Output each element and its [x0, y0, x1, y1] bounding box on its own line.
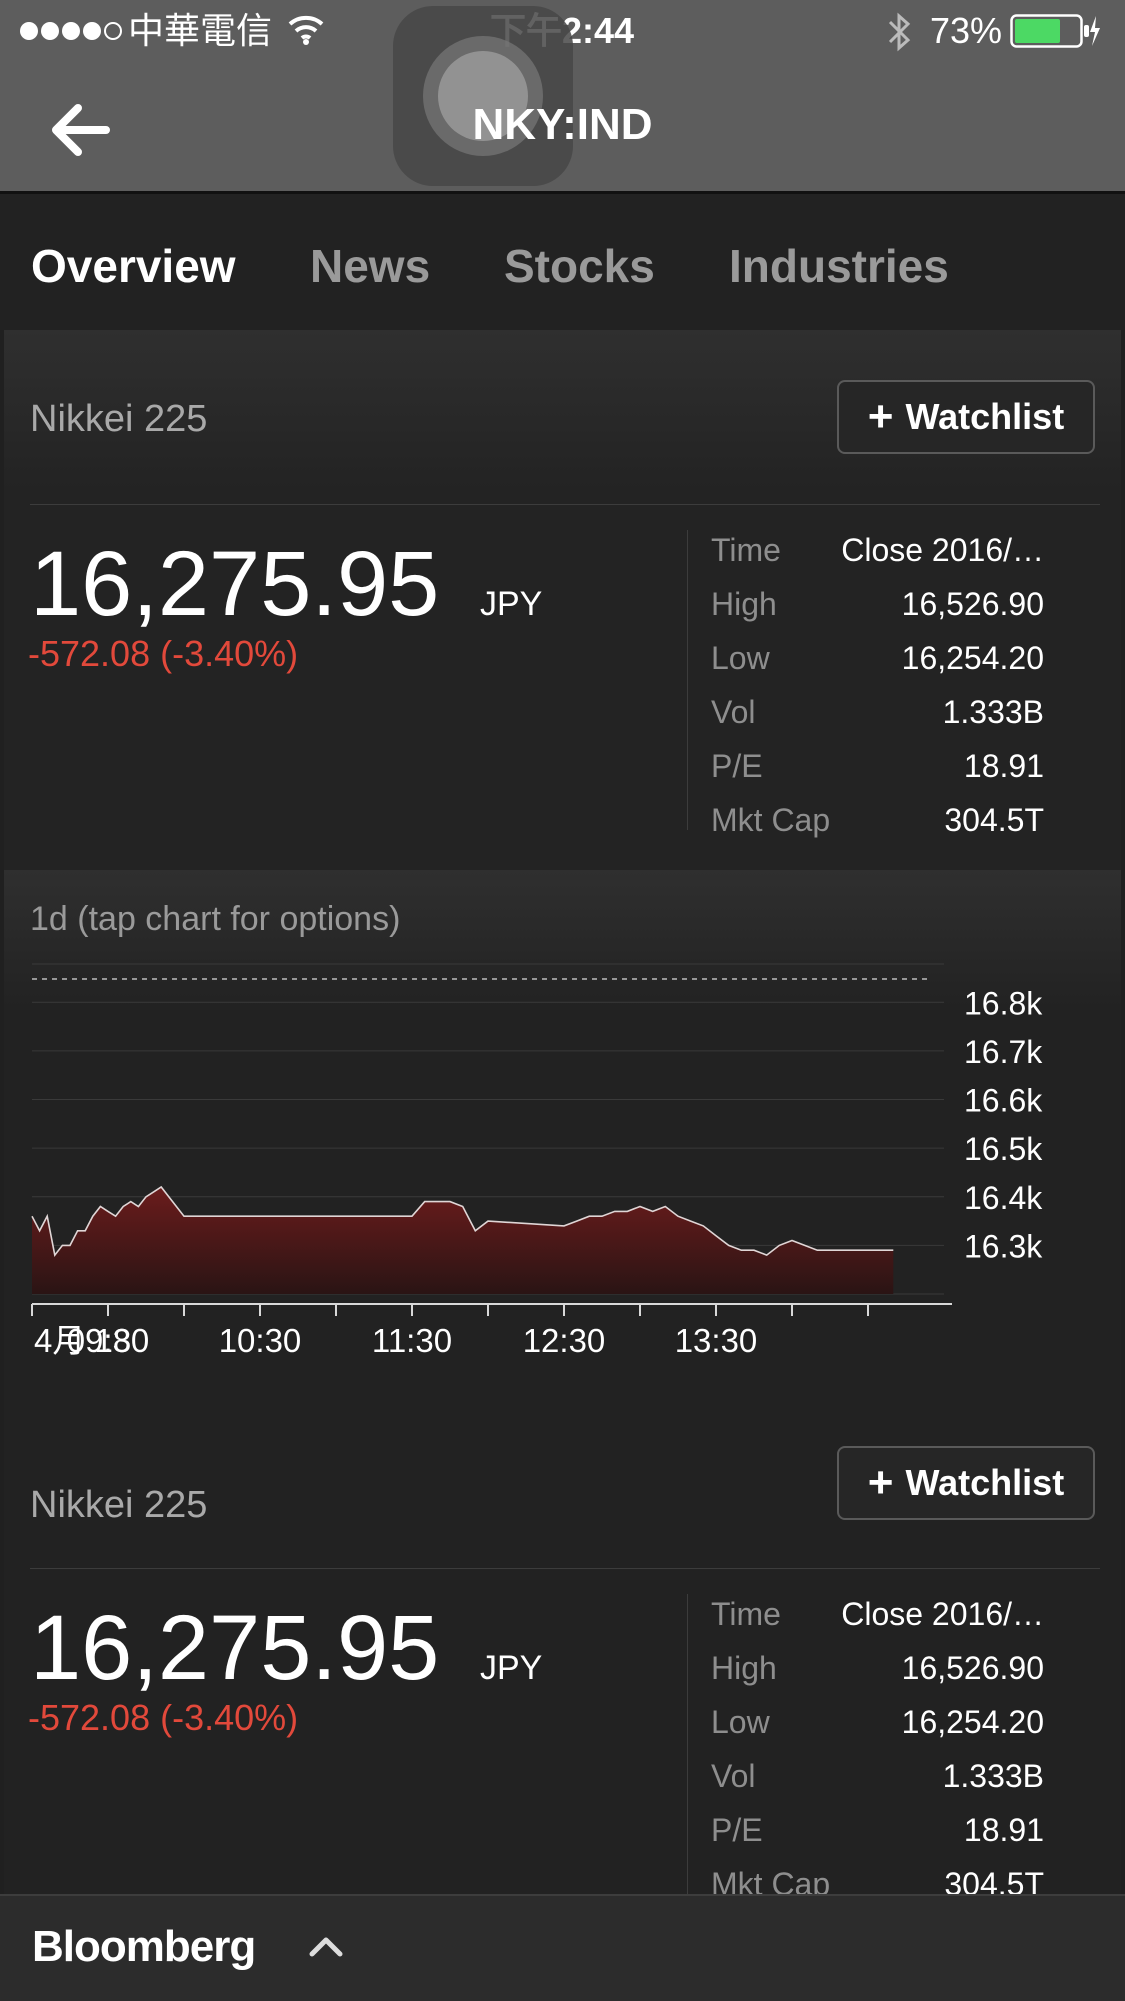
stat-value: 18.91 — [963, 1812, 1044, 1848]
stat-row-volume: Vol 1.333B — [711, 692, 1044, 746]
stat-value: 16,254.20 — [901, 1704, 1044, 1740]
watchlist-label: Watchlist — [905, 396, 1065, 437]
carrier-label: 中華電信 — [128, 10, 273, 51]
add-to-watchlist-button[interactable]: + Watchlist — [837, 380, 1095, 454]
bloomberg-logo: Bloomberg — [32, 1922, 256, 1971]
x-tick-label: 09:30 — [67, 1322, 150, 1359]
y-tick-label: 16.5k — [964, 1131, 1043, 1167]
x-tick-label: 13:30 — [675, 1322, 758, 1359]
y-tick-label: 16.8k — [964, 985, 1043, 1021]
tab-industries[interactable]: Industries — [729, 240, 949, 292]
stat-row-high: High 16,526.90 — [711, 1648, 1044, 1702]
tab-bar: Overview News Stocks Industries — [0, 194, 1125, 330]
stats-divider — [687, 530, 688, 830]
chart-caption: 1d (tap chart for options) — [30, 900, 401, 938]
stat-value: 16,526.90 — [901, 1650, 1044, 1686]
back-arrow-icon — [52, 104, 110, 156]
wifi-icon — [288, 15, 324, 45]
stat-label: High — [711, 586, 777, 622]
stat-row-time: Time Close 2016/… — [711, 530, 1044, 584]
y-tick-label: 16.6k — [964, 1083, 1043, 1119]
stats-divider — [687, 1594, 688, 1894]
stat-row-volume: Vol 1.333B — [711, 1756, 1044, 1810]
stat-label: Low — [711, 640, 770, 676]
stat-label: P/E — [711, 1812, 763, 1848]
index-name: Nikkei 225 — [30, 1484, 208, 1526]
back-button[interactable] — [46, 100, 126, 164]
stat-label: Time — [711, 1596, 781, 1632]
add-to-watchlist-button[interactable]: + Watchlist — [837, 1446, 1095, 1520]
currency: JPY — [480, 585, 543, 623]
tab-overview[interactable]: Overview — [31, 240, 236, 292]
stat-row-pe: P/E 18.91 — [711, 1810, 1044, 1864]
stat-row-low: Low 16,254.20 — [711, 1702, 1044, 1756]
bottom-bar: Bloomberg — [0, 1894, 1125, 2001]
x-tick-label: 11:30 — [372, 1322, 452, 1359]
stat-value: 16,526.90 — [901, 586, 1044, 622]
divider — [30, 1568, 1100, 1569]
stat-label: Vol — [711, 694, 756, 730]
stat-value: Close 2016/… — [841, 1596, 1044, 1632]
y-tick-label: 16.4k — [964, 1180, 1043, 1216]
stat-value: 16,254.20 — [901, 640, 1044, 676]
nav-divider — [0, 191, 1125, 194]
stat-label: Low — [711, 1704, 770, 1740]
battery-icon — [1010, 14, 1100, 48]
stat-label: P/E — [711, 748, 763, 784]
divider — [30, 504, 1100, 505]
top-bar: 中華電信 下午2:44 73% NKY:IND — [0, 0, 1125, 192]
assistive-touch-button[interactable] — [393, 6, 573, 186]
x-tick-label: 12:30 — [523, 1322, 606, 1359]
x-tick-label: 4月 18 — [34, 1322, 131, 1359]
tab-stocks[interactable]: Stocks — [504, 240, 655, 292]
quote-card: Nikkei 225 + Watchlist 16,275.95 JPY -57… — [4, 1390, 1121, 1902]
y-tick-label: 16.7k — [964, 1034, 1043, 1070]
plus-icon: + — [867, 392, 894, 441]
stat-value: 18.91 — [963, 748, 1044, 784]
stat-row-time: Time Close 2016/… — [711, 1594, 1044, 1648]
stat-label: High — [711, 1650, 777, 1686]
stat-label: Time — [711, 532, 781, 568]
stat-row-high: High 16,526.90 — [711, 584, 1044, 638]
page-title: NKY:IND — [472, 100, 653, 149]
index-name: Nikkei 225 — [30, 398, 208, 440]
quote-card: Nikkei 225 + Watchlist 16,275.95 JPY -57… — [4, 330, 1121, 870]
tab-news[interactable]: News — [310, 240, 431, 292]
bluetooth-icon — [888, 12, 911, 52]
stat-value: 1.333B — [942, 694, 1044, 730]
price-area — [32, 1187, 894, 1294]
chart-plot: 16.8k 16.7k 16.6k 16.5k 16.4k 16.3k 4月 1809:30… — [31, 963, 1043, 1359]
stat-value: 1.333B — [942, 1758, 1044, 1794]
stat-value: Close 2016/… — [841, 532, 1044, 568]
signal-strength-icon — [20, 22, 125, 45]
currency: JPY — [480, 1649, 543, 1687]
stat-label: Vol — [711, 1758, 756, 1794]
stat-row-pe: P/E 18.91 — [711, 746, 1044, 800]
price-line — [31, 1185, 894, 1257]
last-price: 16,275.95 — [30, 1597, 440, 1699]
stat-label: Mkt Cap — [711, 802, 831, 838]
price-chart[interactable]: 1d (tap chart for options) 16.8k 16.7k 16.… — [4, 870, 1121, 1390]
watchlist-label: Watchlist — [905, 1462, 1065, 1503]
y-tick-label: 16.3k — [964, 1228, 1043, 1264]
battery-percent: 73% — [930, 10, 1003, 51]
stat-row-low: Low 16,254.20 — [711, 638, 1044, 692]
stat-row-mkt-cap: Mkt Cap 304.5T — [711, 800, 1044, 854]
stat-value: 304.5T — [944, 802, 1044, 838]
price-change: -572.08 (-3.40%) — [28, 1697, 299, 1738]
plus-icon: + — [867, 1458, 894, 1507]
last-price: 16,275.95 — [30, 533, 440, 635]
x-tick-label: 10:30 — [219, 1322, 302, 1359]
price-change: -572.08 (-3.40%) — [28, 633, 299, 674]
chevron-up-icon[interactable] — [306, 1926, 346, 1966]
